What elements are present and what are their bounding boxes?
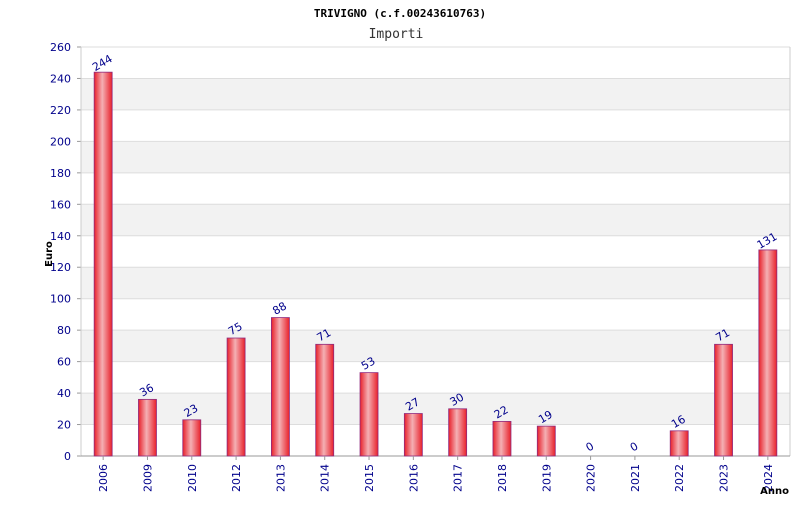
y-tick-label: 200	[50, 135, 71, 148]
x-tick-label-2019: 2019	[540, 464, 553, 492]
y-axis-label: Euro	[44, 241, 55, 267]
data-label-2010: 23	[182, 402, 201, 420]
grid-band	[81, 393, 790, 425]
bar-2012	[226, 337, 246, 457]
grid-band	[81, 267, 790, 299]
x-axis-label: Anno	[760, 486, 789, 497]
bar-2018	[492, 420, 512, 457]
x-tick-label-2006: 2006	[97, 464, 110, 492]
data-label-2012: 75	[226, 320, 245, 338]
x-tick-label-2016: 2016	[407, 464, 420, 492]
y-tick-label: 80	[57, 324, 71, 337]
data-label-2017: 30	[448, 391, 467, 409]
bar-2022	[669, 430, 689, 457]
data-label-2021: 0	[628, 440, 641, 455]
data-label-2015: 53	[359, 354, 378, 372]
bar-2016	[403, 413, 423, 457]
y-tick-label: 100	[50, 293, 71, 306]
bar-2014	[315, 343, 335, 457]
x-tick-label-2009: 2009	[141, 464, 154, 492]
data-label-2009: 36	[137, 381, 156, 399]
x-tick-label-2015: 2015	[363, 464, 376, 492]
x-tick-label-2012: 2012	[230, 464, 243, 492]
y-tick-label: 20	[57, 419, 71, 432]
x-tick-label-2017: 2017	[452, 464, 465, 492]
data-label-2014: 71	[315, 326, 334, 344]
data-label-2019: 19	[536, 408, 555, 426]
x-tick-label-2014: 2014	[319, 464, 332, 492]
grid-band	[81, 141, 790, 173]
x-tick-label-2013: 2013	[274, 464, 287, 492]
x-tick-label-2023: 2023	[718, 464, 731, 492]
data-label-2013: 88	[270, 299, 289, 317]
grid-band	[81, 204, 790, 236]
y-tick-label: 120	[50, 261, 71, 274]
x-tick-label-2020: 2020	[585, 464, 598, 492]
chart-title: TRIVIGNO (c.f.00243610763)	[314, 7, 486, 20]
chart-subtitle: Importi	[369, 27, 424, 42]
y-tick-label: 260	[50, 41, 71, 54]
data-label-2018: 22	[492, 403, 511, 421]
y-tick-label: 40	[57, 387, 71, 400]
bar-2009	[138, 398, 157, 457]
y-tick-label: 180	[50, 167, 71, 180]
x-tick-label-2010: 2010	[186, 464, 199, 492]
data-label-2006: 244	[90, 52, 115, 74]
bar-2010	[182, 419, 202, 457]
y-tick-label: 140	[50, 230, 71, 243]
bar-2019	[536, 425, 556, 457]
bar-2013	[271, 317, 290, 457]
bar-2006	[93, 71, 113, 457]
data-label-2022: 16	[669, 413, 688, 431]
y-tick-label: 240	[50, 72, 71, 85]
bar-2015	[359, 372, 379, 457]
x-tick-label-2018: 2018	[496, 464, 509, 492]
y-tick-label: 0	[64, 450, 71, 463]
grid-band	[81, 330, 790, 362]
bar-2023	[714, 343, 733, 457]
x-tick-label-2021: 2021	[629, 464, 642, 492]
data-label-2016: 27	[403, 395, 422, 413]
data-label-2023: 71	[713, 326, 732, 344]
bar-2024	[758, 249, 778, 457]
x-tick-label-2022: 2022	[673, 464, 686, 492]
grid-band	[81, 78, 790, 110]
y-tick-label: 160	[50, 198, 71, 211]
bar-2017	[448, 408, 468, 457]
x-tick-label-2024: 2024	[762, 464, 775, 492]
y-tick-label: 220	[50, 104, 71, 117]
data-label-2020: 0	[584, 440, 597, 455]
y-tick-label: 60	[57, 356, 71, 369]
